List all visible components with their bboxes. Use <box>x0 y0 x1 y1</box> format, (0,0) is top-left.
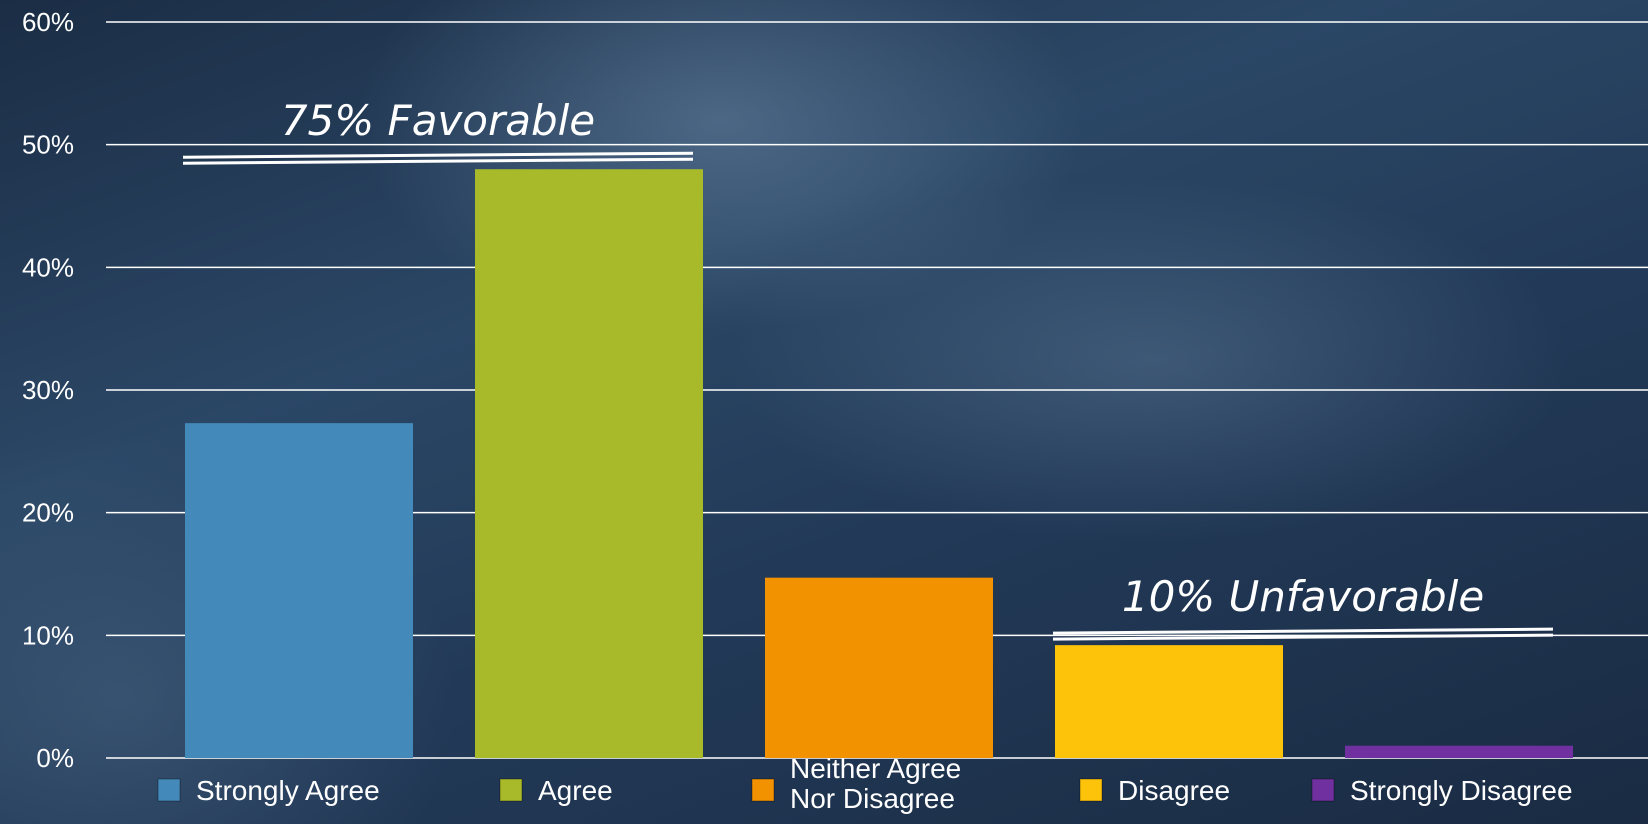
bar <box>765 577 993 758</box>
annotation-label: 10% Unfavorable <box>1122 572 1484 621</box>
bar <box>475 169 703 758</box>
annotation-label: 75% Favorable <box>281 96 595 145</box>
annotation-bracket-line <box>1052 633 1554 641</box>
legend-label: Strongly Disagree <box>1350 775 1573 806</box>
legend-label: Disagree <box>1118 775 1230 806</box>
y-tick-label: 30% <box>22 375 74 405</box>
legend-swatch <box>1311 778 1335 802</box>
legend-label: Strongly Agree <box>196 775 380 806</box>
y-tick-label: 50% <box>22 130 74 160</box>
annotation-bracket-line <box>182 151 694 159</box>
annotation-bracket-line <box>1052 627 1554 635</box>
annotation-bracket-line <box>182 157 694 165</box>
bar <box>185 423 413 758</box>
bars <box>185 169 1573 758</box>
y-tick-label: 20% <box>22 498 74 528</box>
bar <box>1055 645 1283 758</box>
legend-swatch <box>499 778 523 802</box>
legend-label: Agree <box>538 775 613 806</box>
bar <box>1345 745 1573 758</box>
y-tick-label: 10% <box>22 620 74 650</box>
y-axis-ticks: 0% 10% 20% 30% 40% 50% 60% <box>22 7 74 773</box>
y-tick-label: 40% <box>22 252 74 282</box>
y-tick-label: 60% <box>22 7 74 37</box>
legend: Strongly Agree Agree Neither Agree Nor Disa… <box>157 753 1573 814</box>
legend-swatch <box>1079 778 1103 802</box>
legend-swatch <box>157 778 181 802</box>
legend-swatch <box>751 778 775 802</box>
annotations: 75% Favorable 10% Unfavorable <box>182 96 1554 641</box>
legend-label: Neither Agree Nor Disagree <box>790 753 961 814</box>
y-tick-label: 0% <box>36 743 74 773</box>
